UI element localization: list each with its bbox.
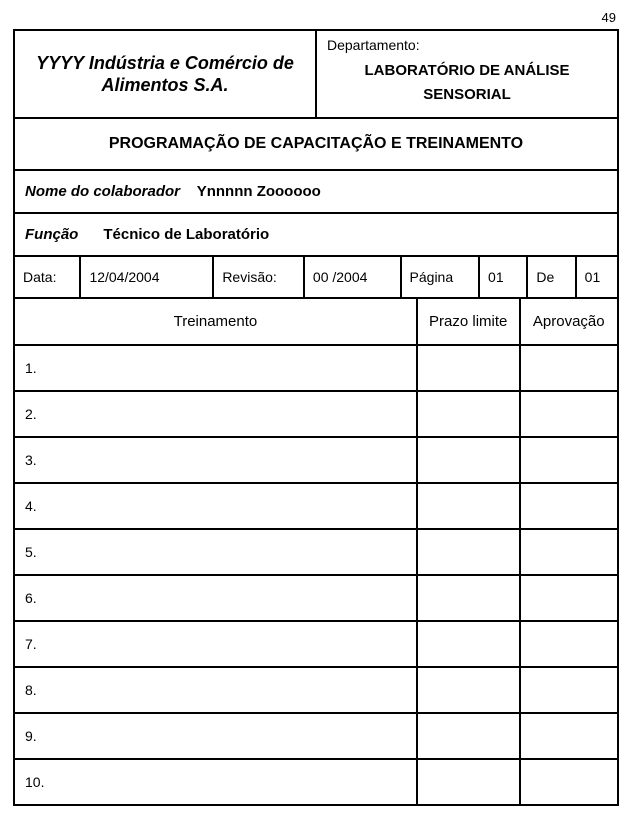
deadline-cell [417, 667, 520, 713]
form-title: PROGRAMAÇÃO DE CAPACITAÇÃO E TREINAMENTO [14, 118, 618, 170]
company-name: YYYY Indústria e Comércio de Alimentos S… [14, 30, 316, 118]
table-row: 10. [14, 759, 618, 805]
table-row: 2. [14, 391, 618, 437]
title-row: PROGRAMAÇÃO DE CAPACITAÇÃO E TREINAMENTO [14, 118, 618, 170]
training-cell: 3. [14, 437, 417, 483]
approval-cell [520, 391, 618, 437]
approval-cell [520, 575, 618, 621]
department-line2: SENSORIAL [423, 86, 511, 103]
table-row: 6. [14, 575, 618, 621]
of-label: De [527, 256, 575, 298]
approval-cell [520, 713, 618, 759]
approval-cell [520, 437, 618, 483]
revision-value: 00 /2004 [304, 256, 401, 298]
page-value: 01 [479, 256, 527, 298]
role-row: Função Técnico de Laboratório [14, 213, 618, 256]
col-treinamento: Treinamento [14, 298, 417, 345]
table-row: 9. [14, 713, 618, 759]
department-cell: Departamento: LABORATÓRIO DE ANÁLISE SEN… [316, 30, 618, 118]
revision-label: Revisão: [213, 256, 304, 298]
collaborator-value: Ynnnnn Zoooooo [197, 183, 321, 200]
approval-cell [520, 667, 618, 713]
role-cell: Função Técnico de Laboratório [14, 213, 618, 256]
table-row: 7. [14, 621, 618, 667]
col-aprovacao: Aprovação [520, 298, 618, 345]
training-cell: 6. [14, 575, 417, 621]
table-row: 4. [14, 483, 618, 529]
training-cell: 9. [14, 713, 417, 759]
deadline-cell [417, 437, 520, 483]
department-value: LABORATÓRIO DE ANÁLISE SENSORIAL [327, 59, 607, 107]
approval-cell [520, 483, 618, 529]
training-cell: 1. [14, 345, 417, 391]
approval-cell [520, 345, 618, 391]
training-form: YYYY Indústria e Comércio de Alimentos S… [13, 29, 619, 806]
table-row: 8. [14, 667, 618, 713]
collaborator-label: Nome do colaborador [25, 183, 180, 200]
approval-cell [520, 621, 618, 667]
training-header-row: Treinamento Prazo limite Aprovação [14, 298, 618, 345]
page-label: Página [401, 256, 480, 298]
col-prazo: Prazo limite [417, 298, 520, 345]
deadline-cell [417, 345, 520, 391]
deadline-cell [417, 529, 520, 575]
deadline-cell [417, 483, 520, 529]
table-row: 5. [14, 529, 618, 575]
approval-cell [520, 759, 618, 805]
deadline-cell [417, 759, 520, 805]
date-value: 12/04/2004 [80, 256, 213, 298]
date-label: Data: [14, 256, 80, 298]
training-rows: 1.2.3.4.5.6.7.8.9.10. [14, 345, 618, 805]
deadline-cell [417, 621, 520, 667]
page-corner-number: 49 [10, 10, 622, 29]
training-cell: 8. [14, 667, 417, 713]
of-value: 01 [576, 256, 618, 298]
table-row: 1. [14, 345, 618, 391]
deadline-cell [417, 713, 520, 759]
meta-row: Data: 12/04/2004 Revisão: 00 /2004 Págin… [14, 256, 618, 298]
role-value: Técnico de Laboratório [103, 226, 269, 243]
role-label: Função [25, 226, 78, 243]
training-cell: 4. [14, 483, 417, 529]
training-cell: 5. [14, 529, 417, 575]
department-line1: LABORATÓRIO DE ANÁLISE [365, 62, 570, 79]
training-cell: 10. [14, 759, 417, 805]
approval-cell [520, 529, 618, 575]
deadline-cell [417, 391, 520, 437]
header-row: YYYY Indústria e Comércio de Alimentos S… [14, 30, 618, 118]
collaborator-cell: Nome do colaborador Ynnnnn Zoooooo [14, 170, 618, 213]
department-label: Departamento: [327, 37, 607, 53]
collaborator-row: Nome do colaborador Ynnnnn Zoooooo [14, 170, 618, 213]
deadline-cell [417, 575, 520, 621]
training-cell: 2. [14, 391, 417, 437]
table-row: 3. [14, 437, 618, 483]
training-cell: 7. [14, 621, 417, 667]
